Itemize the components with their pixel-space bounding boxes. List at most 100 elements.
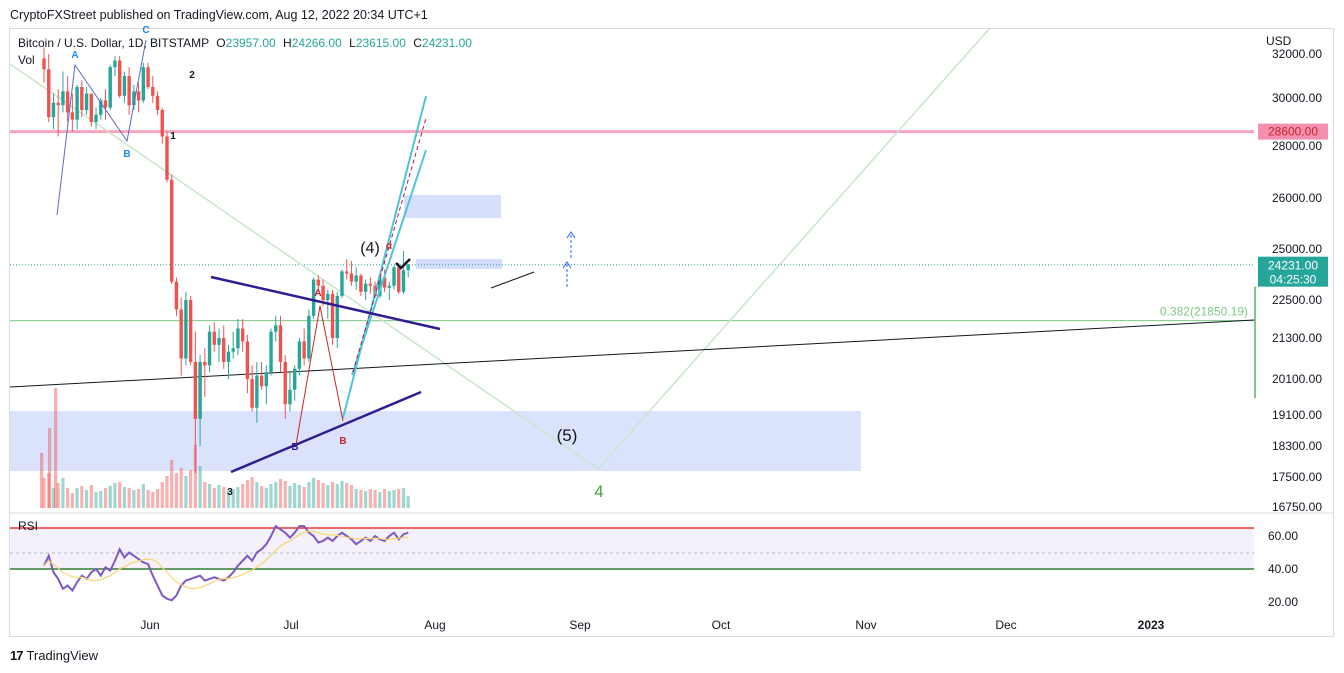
- volume-bar: [274, 482, 278, 508]
- overlay-layer: A B C 1 2 3 B A B (4) α (5) 4: [56, 25, 604, 501]
- volume-bar: [122, 487, 127, 508]
- demand-zone: [10, 411, 861, 471]
- tradingview-logo-icon: 17: [10, 648, 24, 663]
- breakout-zone: [416, 259, 502, 269]
- candle-body: [207, 331, 212, 366]
- wave-label: 2: [189, 70, 195, 81]
- close-value: 24231.00: [421, 36, 472, 50]
- wave-label: 4: [594, 482, 603, 501]
- volume-bar: [80, 486, 84, 508]
- time-tick-label: Nov: [855, 618, 876, 632]
- candle-body: [387, 285, 391, 288]
- candle-body: [240, 328, 245, 342]
- candle-body: [136, 91, 141, 101]
- rsi-label: RSI: [18, 519, 39, 533]
- volume-bar: [250, 477, 254, 508]
- candle-body: [170, 179, 174, 282]
- volume-bar: [245, 480, 249, 508]
- wave-label: B: [339, 436, 346, 447]
- arrow-up-icon-head: [562, 261, 572, 269]
- candle-body: [330, 293, 335, 338]
- high-label: H: [283, 36, 292, 50]
- candle-body: [255, 375, 259, 408]
- wave-path: [56, 39, 147, 216]
- rsi-ma-line: [43, 530, 409, 590]
- publisher-line: CryptoFXStreet published on TradingView.…: [10, 8, 428, 22]
- wave-label: (5): [557, 426, 578, 445]
- volume-bar: [66, 488, 70, 508]
- volume-layer: [40, 388, 410, 508]
- volume-bar: [264, 488, 268, 508]
- candle-body: [179, 309, 183, 359]
- volume-bar: [207, 484, 212, 508]
- price-tick-label: 20100.00: [1272, 372, 1322, 386]
- volume-bar: [61, 478, 65, 508]
- last-price-tag: [1258, 256, 1328, 287]
- volume-bar: [345, 483, 349, 508]
- wave-label: α: [386, 241, 393, 252]
- chart-frame: [9, 28, 1334, 637]
- brand-name: TradingView: [26, 648, 99, 663]
- candle-body: [122, 76, 127, 96]
- rsi-tick-label: 40.00: [1268, 562, 1298, 576]
- candle-body: [274, 325, 278, 332]
- rsi-band: [10, 528, 1254, 569]
- close-label: C: [413, 36, 422, 50]
- candle-body: [155, 95, 160, 110]
- time-tick-label: Oct: [712, 618, 731, 632]
- wave-label: B: [291, 442, 298, 453]
- footer-brand[interactable]: 17 TradingView: [10, 648, 98, 663]
- arrow-up-icon-head: [566, 231, 576, 239]
- candle-body: [264, 372, 269, 387]
- triangle-lower-line: [230, 390, 422, 474]
- volume-bar: [108, 486, 112, 508]
- volume-bar: [312, 478, 316, 508]
- volume-bar: [84, 490, 89, 508]
- resistance-tag: [1258, 123, 1328, 140]
- volume-bar: [146, 490, 150, 508]
- volume-bar: [179, 468, 183, 508]
- checkmark-icon: [395, 258, 411, 270]
- volume-bar: [226, 490, 231, 508]
- candle-body: [340, 271, 344, 296]
- candle-body: [146, 67, 150, 87]
- volume-bar: [302, 487, 306, 508]
- candle-body: [311, 279, 316, 316]
- volume-bar: [241, 484, 245, 508]
- candle-body: [335, 295, 339, 338]
- volume-bar: [54, 388, 58, 508]
- projection-line: [490, 271, 535, 289]
- rsi-pane: 60.00 40.00 20.00: [10, 512, 1334, 609]
- volume-bar: [47, 473, 51, 508]
- volume-bar: [354, 489, 358, 508]
- time-tick-label: Jun: [140, 618, 159, 632]
- volume-bar: [184, 476, 188, 508]
- time-tick-label: Jul: [283, 618, 298, 632]
- wave-label: 3: [227, 487, 233, 498]
- candle-body: [307, 315, 311, 359]
- candle-body: [283, 361, 287, 405]
- price-tick-label: 26000.00: [1272, 191, 1322, 205]
- candle-body: [56, 102, 60, 106]
- price-tick-label: 32000.00: [1272, 47, 1322, 61]
- volume-bar: [222, 487, 226, 508]
- volume-bar: [193, 445, 197, 508]
- volume-bar: [151, 492, 155, 508]
- candle-body: [184, 300, 188, 359]
- volume-bar: [141, 484, 145, 508]
- volume-bar: [70, 493, 74, 508]
- symbol-name: Bitcoin / U.S. Dollar, 1D, BITSTAMP: [18, 36, 209, 50]
- candle-body: [250, 379, 254, 408]
- candle-body: [198, 361, 202, 419]
- wave-label: A: [71, 50, 78, 61]
- time-tick-label: Sep: [569, 618, 591, 632]
- volume-bar: [94, 492, 98, 508]
- volume-bar: [269, 484, 273, 508]
- volume-bar: [231, 489, 235, 508]
- volume-label: Vol: [18, 53, 35, 67]
- currency-label[interactable]: USD: [1266, 34, 1292, 48]
- fibonacci-label: 0.382(21850.19): [1160, 305, 1248, 319]
- price-tick-label: 17500.00: [1272, 470, 1322, 484]
- volume-bar: [127, 488, 131, 508]
